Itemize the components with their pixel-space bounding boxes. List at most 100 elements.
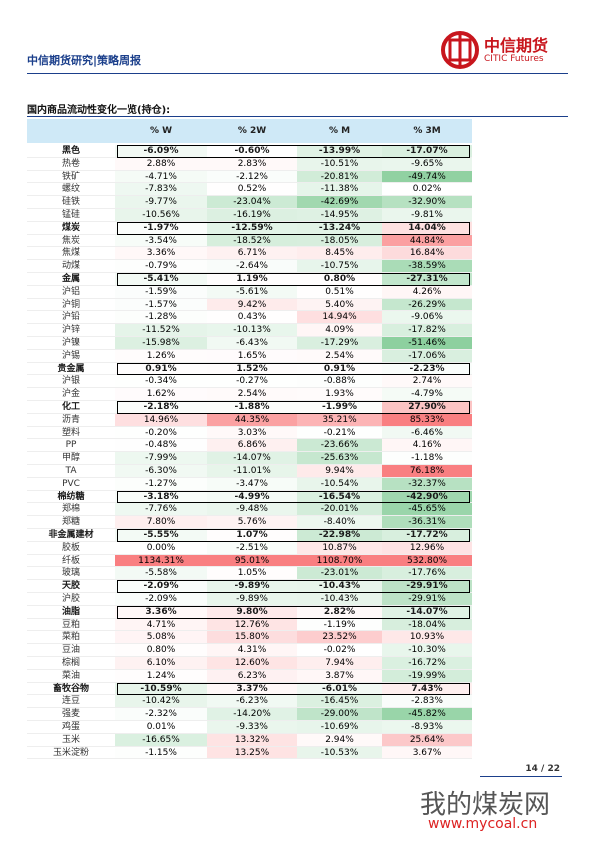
value-cell: -7.83%	[115, 183, 207, 197]
value-cell: 0.80%	[115, 644, 207, 657]
value-cell: -6.46%	[382, 426, 472, 440]
value-cell: 9.42%	[207, 298, 297, 312]
value-cell: -32.90%	[382, 196, 472, 209]
group-box	[117, 273, 470, 286]
value-cell: -11.52%	[115, 324, 207, 337]
value-cell: 10.93%	[382, 631, 472, 645]
value-cell: 4.09%	[297, 324, 382, 337]
value-cell: -42.69%	[297, 196, 382, 209]
row-label: 热卷	[27, 157, 115, 171]
row-label: 玉米	[27, 733, 115, 747]
value-cell: -16.72%	[382, 657, 472, 670]
row-label: 沪胶	[27, 593, 115, 606]
group-box	[117, 490, 470, 504]
row-label: 焦煤	[27, 247, 115, 261]
row-label: 贵金属	[27, 362, 115, 376]
row-label: 纤板	[27, 554, 115, 568]
row-label: 硅铁	[27, 196, 115, 209]
value-cell: -8.40%	[297, 516, 382, 529]
row-label: 连豆	[27, 695, 115, 709]
value-cell: -49.74%	[382, 170, 472, 184]
value-cell: -0.20%	[115, 427, 207, 440]
row-label: 豆油	[27, 644, 115, 657]
value-cell: -45.82%	[382, 708, 472, 721]
column-header: % W	[149, 126, 173, 136]
value-cell: -32.37%	[382, 477, 472, 491]
row-label: 沪镍	[27, 337, 115, 350]
value-cell: -0.34%	[115, 375, 207, 389]
row-label: 郑棉	[27, 503, 115, 517]
header-title: 中信期货研究|策略周报	[27, 54, 142, 67]
value-cell: -10.13%	[207, 324, 297, 337]
value-cell: -10.43%	[297, 593, 382, 606]
value-cell: 3.03%	[207, 426, 297, 440]
value-cell: -10.75%	[297, 260, 382, 273]
value-cell: -38.59%	[382, 260, 472, 273]
value-cell: -51.46%	[382, 337, 472, 350]
row-label: 甲醇	[27, 452, 115, 465]
group-box	[117, 401, 470, 414]
value-cell: 4.16%	[382, 439, 472, 453]
value-cell: -16.45%	[297, 695, 382, 709]
row-label: PP	[27, 439, 115, 453]
value-cell: -9.89%	[207, 593, 297, 606]
row-label: 金属	[27, 273, 115, 286]
value-cell: 6.23%	[207, 669, 297, 683]
value-cell: 5.40%	[297, 298, 382, 312]
value-cell: 13.32%	[207, 733, 297, 747]
row-label: 塑料	[27, 426, 115, 440]
value-cell: -29.00%	[297, 708, 382, 721]
value-cell: 1108.70%	[297, 554, 382, 568]
value-cell: -14.95%	[297, 209, 382, 222]
value-cell: -9.65%	[382, 157, 472, 171]
value-cell: 4.31%	[207, 644, 297, 657]
value-cell: 4.26%	[382, 285, 472, 299]
row-label: 锰硅	[27, 209, 115, 222]
value-cell: 13.25%	[207, 746, 297, 760]
value-cell: 15.80%	[207, 631, 297, 645]
column-header: % 2W	[237, 126, 267, 136]
value-cell: 95.01%	[207, 554, 297, 568]
row-label: 沪铅	[27, 311, 115, 325]
value-cell: -17.82%	[382, 324, 472, 337]
value-cell: -2.83%	[382, 695, 472, 709]
value-cell: -10.30%	[382, 644, 472, 657]
value-cell: -0.02%	[297, 644, 382, 657]
row-label: 郑糖	[27, 516, 115, 529]
value-cell: -9.48%	[207, 503, 297, 517]
value-cell: -26.29%	[382, 298, 472, 312]
table-title: 国内商品流动性变化一览(持仓):	[27, 105, 171, 116]
value-cell: -23.66%	[297, 439, 382, 453]
value-cell: -45.65%	[382, 503, 472, 517]
row-label: 胶板	[27, 541, 115, 555]
value-cell: 1.24%	[115, 670, 207, 683]
value-cell: -29.91%	[382, 593, 472, 606]
value-cell: 35.21%	[297, 413, 382, 427]
value-cell: -4.79%	[382, 388, 472, 401]
value-cell: -20.01%	[297, 503, 382, 517]
row-label: 沪锌	[27, 324, 115, 337]
value-cell: -17.29%	[297, 337, 382, 350]
row-label: 化工	[27, 401, 115, 414]
value-cell: 532.80%	[382, 554, 472, 568]
footer-rule	[480, 776, 562, 777]
group-box	[117, 605, 470, 619]
value-cell: -10.51%	[297, 157, 382, 171]
value-cell: -20.81%	[297, 170, 382, 184]
group-box	[117, 580, 470, 593]
value-cell: 5.76%	[207, 516, 297, 529]
value-cell: 1.93%	[297, 388, 382, 401]
value-cell: -16.19%	[207, 209, 297, 222]
value-cell: -1.19%	[297, 619, 382, 632]
row-label: TA	[27, 465, 115, 478]
value-cell: 5.08%	[115, 631, 207, 645]
value-cell: 76.18%	[382, 465, 472, 478]
value-cell: 44.35%	[207, 413, 297, 427]
title-rule	[27, 116, 568, 117]
value-cell: -0.79%	[115, 260, 207, 273]
column-header: % 3M	[413, 126, 441, 136]
row-label: 沪铜	[27, 298, 115, 312]
row-label: 煤炭	[27, 221, 115, 235]
value-cell: 23.52%	[297, 631, 382, 645]
